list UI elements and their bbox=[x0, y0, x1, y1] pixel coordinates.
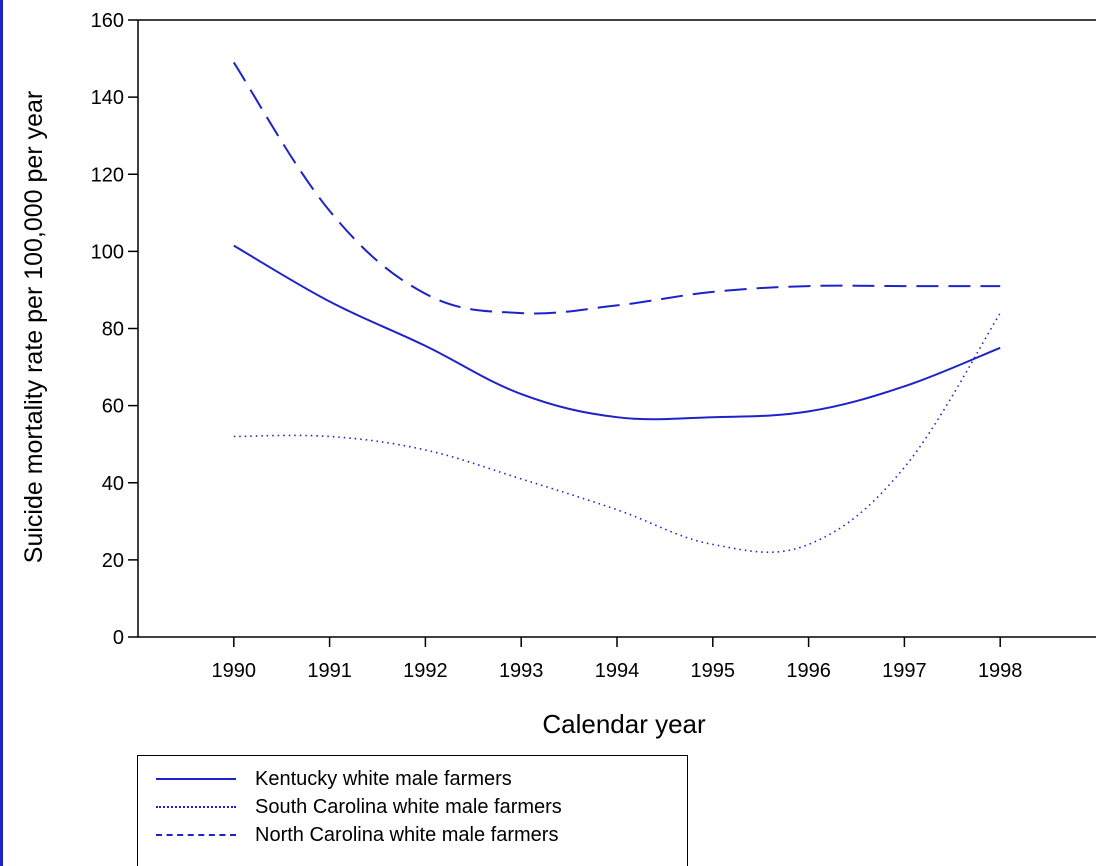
x-tick-label: 1996 bbox=[786, 660, 831, 682]
y-tick-label: 160 bbox=[91, 10, 124, 32]
y-tick-label: 0 bbox=[113, 627, 124, 649]
legend-label: Kentucky white male farmers bbox=[255, 768, 512, 790]
window-left-edge bbox=[0, 0, 3, 866]
legend: Kentucky white male farmers South Caroli… bbox=[137, 755, 688, 866]
x-tick-label: 1997 bbox=[882, 660, 927, 682]
axes bbox=[137, 19, 1096, 638]
x-tick-label: 1992 bbox=[403, 660, 448, 682]
legend-swatch-dashed bbox=[156, 834, 236, 836]
series-line-dotted bbox=[233, 312, 1001, 553]
legend-item-kentucky: Kentucky white male farmers bbox=[138, 767, 687, 791]
y-tick-label: 20 bbox=[102, 550, 124, 572]
y-tick-label: 140 bbox=[91, 87, 124, 109]
y-tick-label: 100 bbox=[91, 241, 124, 263]
y-tick-label: 40 bbox=[102, 473, 124, 495]
legend-swatch-dotted bbox=[156, 806, 236, 808]
y-tick-label: 60 bbox=[102, 396, 124, 418]
legend-swatch-solid bbox=[156, 778, 236, 780]
x-tick-label: 1990 bbox=[212, 660, 257, 682]
legend-label: North Carolina white male farmers bbox=[255, 824, 559, 846]
x-tick-label: 1995 bbox=[691, 660, 736, 682]
series-line-solid bbox=[233, 244, 1001, 421]
legend-item-north-carolina: North Carolina white male farmers bbox=[138, 823, 687, 847]
x-tick-label: 1998 bbox=[978, 660, 1023, 682]
x-tick-label: 1991 bbox=[307, 660, 352, 682]
series-line-dashed bbox=[232, 61, 1001, 315]
x-axis-ticks: 1990 1991 1992 1993 1994 1995 1996 1997 1998 bbox=[212, 637, 1023, 682]
y-axis-label: Suicide mortality rate per 100,000 per y… bbox=[20, 91, 48, 563]
legend-item-south-carolina: South Carolina white male farmers bbox=[138, 795, 687, 819]
x-axis-label: Calendar year bbox=[542, 709, 706, 739]
y-tick-label: 120 bbox=[91, 164, 124, 186]
y-tick-label: 80 bbox=[102, 319, 124, 341]
legend-label: South Carolina white male farmers bbox=[255, 796, 562, 818]
y-axis-ticks: 0 20 40 60 80 100 120 140 160 bbox=[91, 10, 138, 649]
x-tick-label: 1994 bbox=[595, 660, 640, 682]
x-tick-label: 1993 bbox=[499, 660, 544, 682]
series-layer bbox=[232, 61, 1001, 553]
